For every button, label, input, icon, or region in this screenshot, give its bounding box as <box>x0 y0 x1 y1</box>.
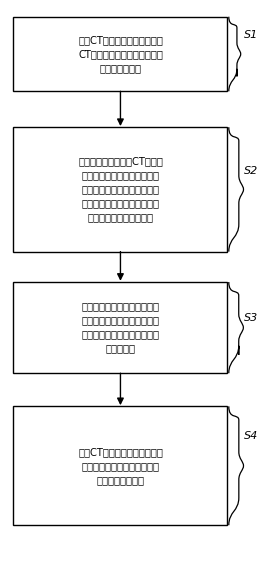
Bar <box>13 17 227 91</box>
Text: 利用第二神经网络对肺部轮廓
数据和已标注的不同的肺叶区
域进行训练学习，得到肺部分
叶分割模型: 利用第二神经网络对肺部轮廓 数据和已标注的不同的肺叶区 域进行训练学习，得到肺部… <box>81 302 159 354</box>
Text: 利用第一神经网络对CT平扫影
像数据和已标注的肺部轮廓数
据进行训练学习，得到肺部轮
廓分割模型，并根据肺部轮廓
分割模型提取出肺部轮廓: 利用第一神经网络对CT平扫影 像数据和已标注的肺部轮廓数 据进行训练学习，得到肺… <box>78 156 163 222</box>
Bar <box>13 406 227 525</box>
Text: 获取CT平扫影像数据，并标注
CT平扫影像数据中肺部轮廓与
不同的肺叶区域: 获取CT平扫影像数据，并标注 CT平扫影像数据中肺部轮廓与 不同的肺叶区域 <box>78 35 163 73</box>
Text: S2: S2 <box>244 166 258 176</box>
Text: 根据CT平扫影像数据和肺部分
叶分割模型，分割出肺部分叶
，并进行三维展示: 根据CT平扫影像数据和肺部分 叶分割模型，分割出肺部分叶 ，并进行三维展示 <box>78 447 163 485</box>
Text: S1: S1 <box>244 30 258 41</box>
Bar <box>13 282 227 373</box>
Text: S3: S3 <box>244 314 258 324</box>
Bar <box>13 127 227 252</box>
Text: S4: S4 <box>244 431 258 441</box>
